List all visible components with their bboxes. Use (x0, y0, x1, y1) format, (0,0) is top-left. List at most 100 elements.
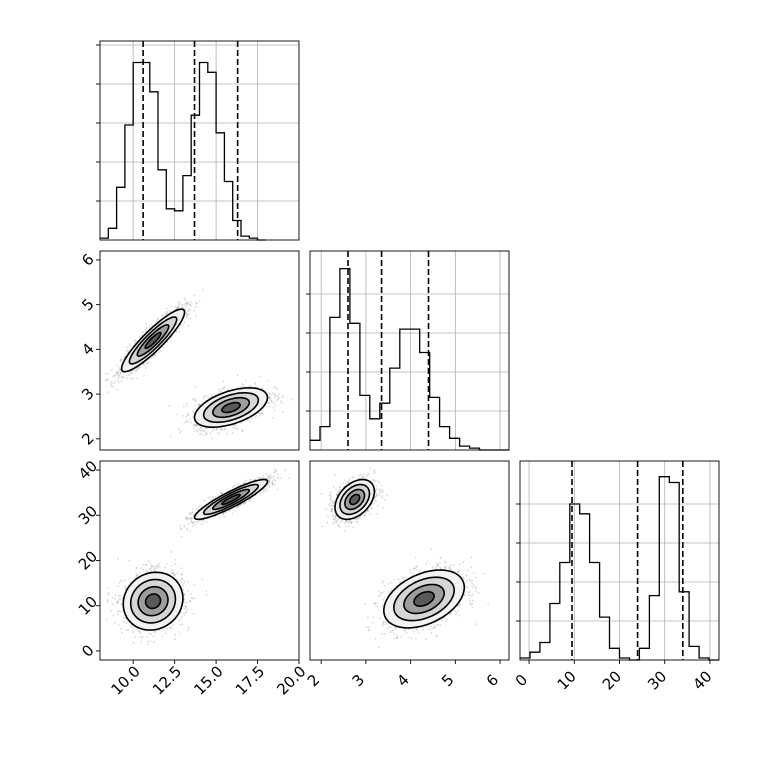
sample-point (165, 313, 168, 315)
sample-point (267, 402, 270, 404)
sample-point (271, 480, 274, 482)
sample-point (203, 522, 205, 524)
sample-point (186, 313, 189, 315)
sample-point (190, 516, 193, 519)
sample-point (112, 385, 114, 388)
sample-point (192, 416, 195, 418)
contour-line (202, 392, 260, 424)
sample-point (107, 592, 109, 594)
panel-content (104, 289, 293, 440)
sample-point (175, 331, 178, 333)
sample-point (222, 387, 224, 390)
sample-point (120, 631, 123, 634)
sample-point (262, 489, 265, 492)
sample-point (188, 518, 191, 521)
sample-point (179, 632, 182, 635)
sample-point (273, 409, 276, 412)
sample-point (156, 317, 159, 320)
sample-point (209, 432, 212, 435)
sample-point (187, 523, 190, 525)
sample-point (205, 433, 208, 435)
sample-point (188, 418, 191, 421)
sample-point (129, 577, 132, 580)
sample-point (249, 498, 252, 500)
sample-point (195, 302, 198, 305)
sample-point (236, 483, 238, 486)
sample-point (269, 397, 271, 400)
sample-point (268, 392, 271, 395)
sample-point (241, 429, 244, 432)
sample-point (220, 492, 223, 494)
sample-point (220, 493, 223, 495)
sample-point (250, 479, 252, 481)
sample-point (193, 424, 196, 426)
sample-point (189, 305, 192, 308)
sample-point (149, 562, 152, 565)
sample-point (244, 501, 247, 504)
axes-frame (99, 250, 300, 451)
sample-point (110, 385, 113, 387)
sample-point (193, 310, 196, 312)
sample-point (274, 404, 277, 407)
sample-point (235, 426, 238, 429)
sample-point (194, 386, 196, 388)
sample-point (138, 336, 141, 339)
sample-point (191, 522, 194, 524)
sample-point (190, 517, 193, 520)
sample-point (152, 355, 154, 358)
sample-point (187, 517, 190, 520)
sample-point (224, 428, 226, 430)
sample-point (126, 377, 128, 379)
sample-point (242, 482, 245, 485)
sample-point (215, 428, 218, 431)
sample-point (214, 495, 217, 498)
sample-point (190, 520, 193, 523)
sample-point (197, 520, 200, 523)
sample-point (119, 360, 122, 362)
sample-point (222, 514, 225, 517)
sample-point (222, 512, 225, 514)
sample-point (207, 496, 210, 499)
sample-point (181, 303, 184, 306)
sample-point (192, 522, 195, 524)
sample-point (242, 385, 245, 388)
sample-point (269, 396, 271, 399)
sample-point (196, 508, 199, 511)
sample-point (202, 430, 205, 433)
sample-point (180, 429, 183, 432)
sample-point (135, 627, 138, 630)
sample-point (118, 367, 120, 369)
sample-point (110, 380, 113, 383)
sample-point (275, 387, 277, 389)
sample-point (275, 468, 278, 471)
sample-point (271, 399, 273, 401)
sample-point (125, 350, 128, 352)
sample-point (136, 628, 139, 631)
sample-point (269, 473, 272, 476)
sample-point (190, 513, 192, 515)
sample-point (267, 401, 270, 404)
sample-point (135, 575, 138, 577)
sample-point (189, 303, 191, 306)
sample-point (193, 294, 196, 297)
sample-point (182, 415, 185, 417)
sample-point (236, 428, 239, 430)
sample-point (186, 420, 189, 423)
sample-point (184, 297, 186, 299)
sample-point (107, 372, 110, 375)
sample-point (154, 353, 157, 356)
sample-point (205, 433, 208, 436)
contour-line (128, 316, 178, 365)
sample-point (116, 372, 119, 375)
sample-point (185, 313, 188, 316)
sample-point (254, 383, 257, 386)
sample-point (273, 393, 275, 395)
sample-point (232, 486, 234, 489)
sample-point (237, 505, 240, 507)
panel-content (105, 468, 291, 645)
sample-point (249, 479, 251, 481)
sample-point (281, 411, 284, 413)
sample-point (114, 374, 117, 377)
sample-point (203, 429, 206, 432)
sample-point (186, 413, 189, 416)
